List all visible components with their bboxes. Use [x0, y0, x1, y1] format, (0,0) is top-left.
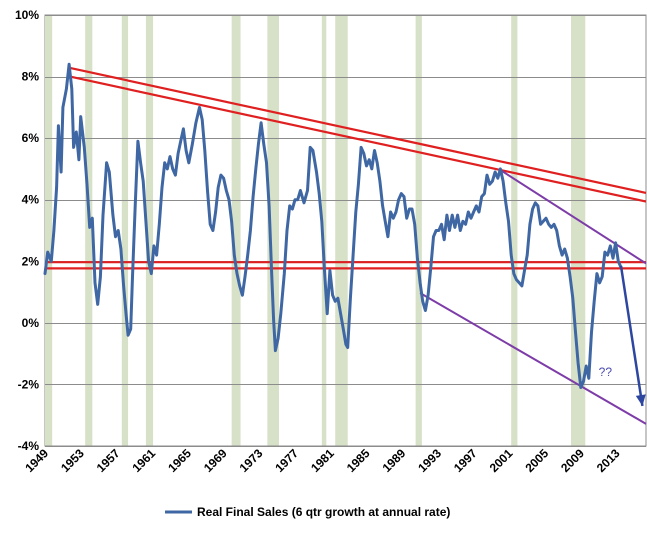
y-tick-label: 4%	[22, 193, 40, 207]
arrow-layer	[619, 265, 646, 407]
y-tick-label: 6%	[22, 131, 40, 145]
purple-trendline	[498, 168, 647, 265]
recession-band	[45, 15, 53, 446]
x-axis-tick-labels: 1949 1953 1957 1961 1965 1969 1973 1977 1981 1985…	[22, 446, 623, 475]
y-tick-label: 0%	[22, 316, 40, 330]
legend: Real Final Sales (6 qtr growth at annual…	[165, 505, 450, 519]
series-layer	[43, 62, 623, 389]
recession-band	[145, 15, 154, 446]
recession-band	[321, 15, 327, 446]
annotations: ??	[599, 365, 613, 379]
y-tick-label: -2%	[18, 377, 40, 391]
x-tick-label: 1985	[344, 446, 373, 475]
red-trendlines	[45, 66, 647, 270]
y-tick-label: -4%	[18, 439, 40, 453]
annotation-label: ??	[599, 365, 613, 379]
recession-band	[335, 15, 348, 446]
x-tick-label: 2009	[558, 446, 587, 475]
recession-band	[85, 15, 93, 446]
y-tick-label: 2%	[22, 254, 40, 268]
recession-band	[121, 15, 129, 446]
x-tick-label: 2013	[594, 446, 623, 475]
x-tick-label: 1977	[272, 446, 301, 475]
projection-arrow-shaft	[619, 265, 644, 407]
y-axis-tick-labels: -4% -2% 0% 2% 4% 6% 8% 10%	[15, 8, 39, 453]
recession-band	[511, 15, 518, 446]
legend-label: Real Final Sales (6 qtr growth at annual…	[197, 505, 450, 519]
purple-trendline	[419, 292, 647, 425]
x-tick-label: 1965	[165, 446, 194, 475]
x-tick-label: 2005	[522, 446, 551, 475]
x-tick-label: 1981	[308, 446, 337, 475]
x-tick-label: 1989	[380, 446, 409, 475]
x-tick-label: 1973	[237, 446, 266, 475]
projection-arrow-head	[635, 394, 646, 406]
y-tick-label: 8%	[22, 70, 40, 84]
x-tick-label: 2001	[487, 446, 516, 475]
x-tick-label: 1993	[415, 446, 444, 475]
x-tick-label: 1997	[451, 446, 480, 475]
purple-trendlines	[419, 168, 647, 425]
recession-band	[267, 15, 279, 446]
series-line	[43, 62, 623, 389]
x-tick-label: 1969	[201, 446, 230, 475]
x-tick-label: 1953	[58, 446, 87, 475]
x-tick-label: 1961	[130, 446, 159, 475]
recession-band	[231, 15, 241, 446]
red-trendline	[69, 75, 647, 203]
x-tick-label: 1957	[94, 446, 123, 475]
y-tick-label: 10%	[15, 8, 39, 22]
recession-band	[415, 15, 422, 446]
red-trendline	[69, 66, 647, 195]
